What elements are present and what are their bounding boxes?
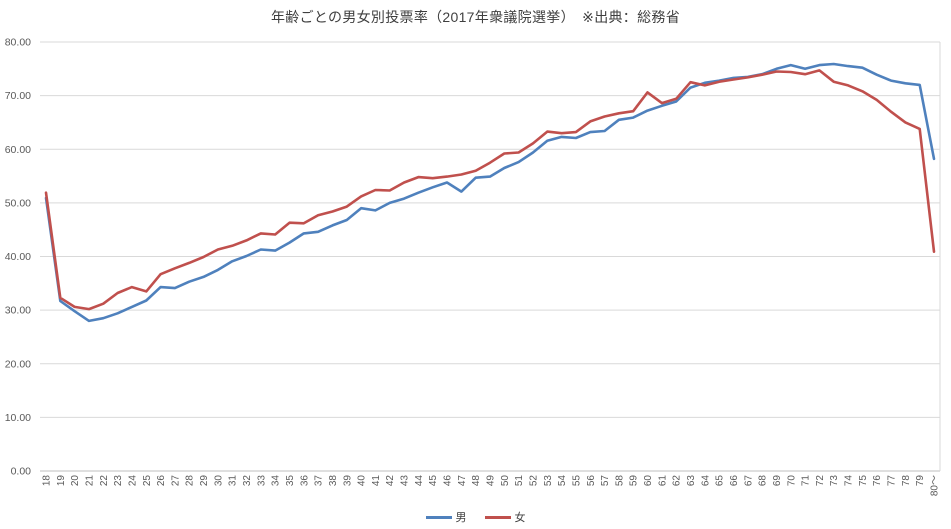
y-tick-label: 30.00 bbox=[5, 305, 31, 317]
x-tick-label: 59 bbox=[629, 475, 640, 487]
legend: 男女 bbox=[0, 508, 951, 526]
x-tick-label: 58 bbox=[614, 475, 625, 487]
x-tick-label: 53 bbox=[543, 475, 554, 487]
x-tick-label: 44 bbox=[414, 475, 425, 487]
x-tick-label: 63 bbox=[686, 475, 697, 487]
x-tick-label: 34 bbox=[271, 475, 282, 487]
legend-label-1: 女 bbox=[514, 512, 526, 524]
x-tick-label: 48 bbox=[471, 475, 482, 487]
x-tick-label: 39 bbox=[342, 475, 353, 487]
x-tick-label: 25 bbox=[142, 475, 153, 487]
x-tick-label: 50 bbox=[500, 475, 511, 487]
x-tick-label: 30 bbox=[213, 475, 224, 487]
x-tick-label: 74 bbox=[844, 475, 855, 487]
x-tick-label: 36 bbox=[299, 475, 310, 487]
x-tick-label: 77 bbox=[887, 475, 898, 487]
x-tick-label: 64 bbox=[700, 475, 711, 487]
x-tick-label: 52 bbox=[528, 475, 539, 487]
x-tick-label: 54 bbox=[557, 475, 568, 487]
y-tick-label: 20.00 bbox=[5, 358, 31, 370]
x-tick-label: 41 bbox=[371, 475, 382, 487]
x-tick-label: 29 bbox=[199, 475, 210, 487]
legend-item-1: 女 bbox=[484, 509, 526, 525]
x-tick-label: 66 bbox=[729, 475, 740, 487]
x-tick-label: 46 bbox=[443, 475, 454, 487]
x-tick-label: 23 bbox=[113, 475, 124, 487]
x-tick-label: 71 bbox=[801, 475, 812, 487]
y-tick-label: 60.00 bbox=[5, 144, 31, 156]
x-tick-label: 72 bbox=[815, 475, 826, 487]
x-tick-label: 55 bbox=[571, 475, 582, 487]
x-tick-label: 31 bbox=[228, 475, 239, 487]
x-tick-label: 20 bbox=[70, 475, 81, 487]
x-tick-label: 37 bbox=[314, 475, 325, 487]
y-tick-label: 70.00 bbox=[5, 90, 31, 102]
series-line-1 bbox=[44, 69, 936, 311]
legend-swatch-1 bbox=[484, 515, 511, 519]
y-tick-label: 40.00 bbox=[5, 251, 31, 263]
x-tick-label: 28 bbox=[185, 475, 196, 487]
x-tick-label: 43 bbox=[400, 475, 411, 487]
x-tick-label: 80～ bbox=[930, 475, 941, 496]
y-tick-label: 10.00 bbox=[5, 412, 31, 424]
x-tick-label: 24 bbox=[127, 475, 138, 487]
x-tick-label: 38 bbox=[328, 475, 339, 487]
x-tick-label: 49 bbox=[486, 475, 497, 487]
x-tick-label: 32 bbox=[242, 475, 253, 487]
x-tick-label: 70 bbox=[786, 475, 797, 487]
x-tick-label: 18 bbox=[42, 475, 53, 487]
x-tick-label: 75 bbox=[858, 475, 869, 487]
x-tick-label: 35 bbox=[285, 475, 296, 487]
x-tick-label: 79 bbox=[915, 475, 926, 487]
x-tick-label: 73 bbox=[829, 475, 840, 487]
x-tick-label: 21 bbox=[84, 475, 95, 487]
x-tick-label: 76 bbox=[872, 475, 883, 487]
x-tick-label: 67 bbox=[743, 475, 754, 487]
x-tick-label: 42 bbox=[385, 475, 396, 487]
legend-label-0: 男 bbox=[455, 512, 467, 524]
series-line-0 bbox=[44, 62, 936, 323]
legend-item-0: 男 bbox=[425, 509, 467, 525]
x-tick-label: 45 bbox=[428, 475, 439, 487]
x-tick-label: 47 bbox=[457, 475, 468, 487]
x-tick-label: 60 bbox=[643, 475, 654, 487]
x-tick-label: 68 bbox=[758, 475, 769, 487]
x-tick-label: 78 bbox=[901, 475, 912, 487]
x-tick-label: 26 bbox=[156, 475, 167, 487]
x-tick-label: 19 bbox=[56, 475, 67, 487]
x-tick-label: 22 bbox=[99, 475, 110, 487]
x-tick-label: 61 bbox=[657, 475, 668, 487]
x-tick-label: 69 bbox=[772, 475, 783, 487]
x-tick-label: 33 bbox=[256, 475, 267, 487]
chart-title: 年齢ごとの男女別投票率（2017年衆議院選挙） ※出典：総務省 bbox=[270, 9, 681, 25]
x-tick-label: 65 bbox=[715, 475, 726, 487]
x-tick-label: 62 bbox=[672, 475, 683, 487]
y-tick-label: 0.00 bbox=[11, 466, 32, 478]
y-tick-label: 50.00 bbox=[5, 197, 31, 209]
x-tick-label: 27 bbox=[170, 475, 181, 487]
legend-swatch-0 bbox=[425, 515, 452, 519]
x-tick-label: 40 bbox=[357, 475, 368, 487]
x-tick-label: 51 bbox=[514, 475, 525, 487]
x-tick-label: 57 bbox=[600, 475, 611, 487]
x-tick-label: 56 bbox=[586, 475, 597, 487]
y-tick-label: 80.00 bbox=[5, 37, 31, 49]
